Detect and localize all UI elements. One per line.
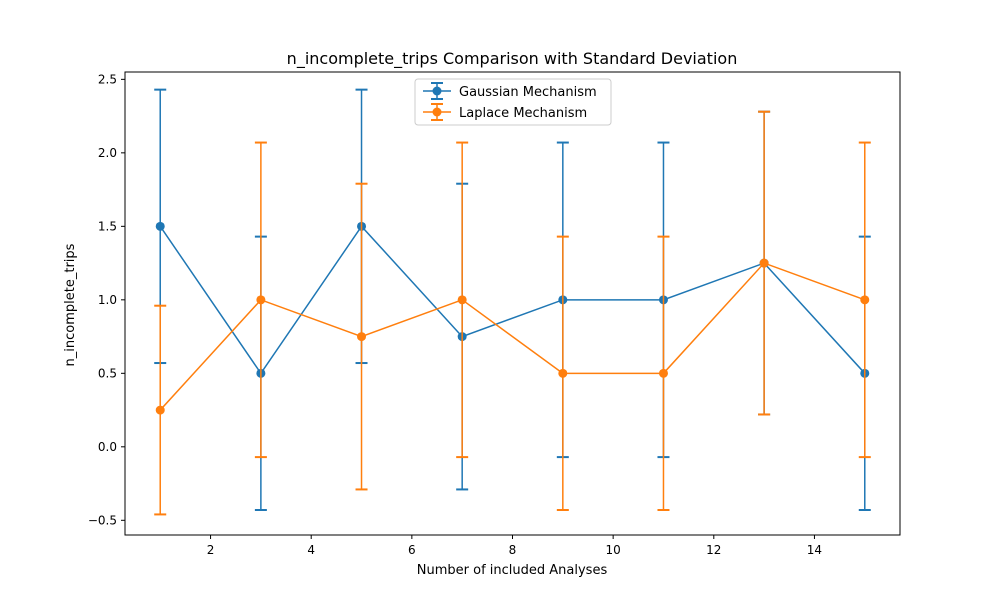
chart-title: n_incomplete_trips Comparison with Stand… — [287, 49, 738, 69]
x-tick-label: 2 — [207, 543, 215, 557]
y-tick-label: 2.0 — [98, 146, 117, 160]
x-axis-label: Number of included Analyses — [417, 563, 608, 578]
data-point — [658, 368, 668, 378]
ticks-layer: 2 4 6 8 10 12 14 −0.5 0.0 0.5 1.0 1.5 2.0 2.5 — [88, 72, 822, 557]
data-point — [155, 405, 165, 415]
data-point — [256, 295, 266, 305]
y-tick-label: 1.0 — [98, 293, 117, 307]
y-tick-label: 2.5 — [98, 72, 117, 86]
y-tick-label: 0.0 — [98, 440, 117, 454]
series-2 — [154, 110, 871, 516]
legend-box — [414, 78, 612, 126]
legend-label: Gaussian Mechanism — [459, 85, 597, 100]
data-point — [357, 332, 367, 342]
y-tick-label: −0.5 — [88, 513, 117, 527]
legend: Gaussian Mechanism Laplace Mechanism — [414, 78, 612, 126]
series-line — [159, 262, 866, 411]
data-point — [558, 368, 568, 378]
x-tick-label: 8 — [509, 543, 517, 557]
x-tick-label: 12 — [706, 543, 721, 557]
legend-label: Laplace Mechanism — [459, 106, 587, 121]
y-tick-label: 1.5 — [98, 219, 117, 233]
data-point — [860, 295, 870, 305]
x-tick-label: 4 — [307, 543, 315, 557]
y-axis-label: n_incomplete_trips — [63, 243, 78, 366]
data-point — [759, 258, 769, 268]
x-tick-label: 14 — [807, 543, 822, 557]
x-tick-label: 6 — [408, 543, 416, 557]
data-point — [457, 295, 467, 305]
series-line — [159, 225, 866, 375]
x-tick-label: 10 — [606, 543, 621, 557]
legend-marker — [432, 86, 442, 96]
plot-area-frame — [124, 71, 901, 536]
series-layer — [154, 88, 871, 516]
data-point — [155, 221, 165, 231]
legend-marker — [432, 107, 442, 117]
y-tick-label: 0.5 — [98, 366, 117, 380]
